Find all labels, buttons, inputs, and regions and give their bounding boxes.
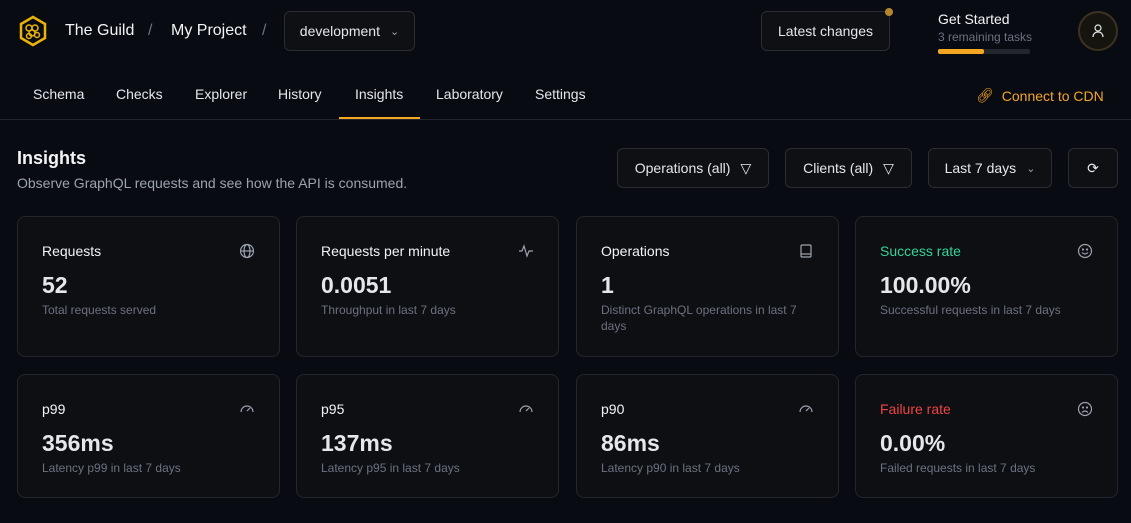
- project-link[interactable]: My Project: [171, 22, 247, 39]
- tab-settings[interactable]: Settings: [535, 86, 586, 102]
- tab-schema[interactable]: Schema: [33, 86, 85, 102]
- metric-value: 52: [42, 272, 68, 298]
- metric-title: p90: [601, 401, 625, 417]
- globe-icon: [239, 243, 255, 259]
- metric-title: Requests per minute: [321, 243, 451, 259]
- tab-checks[interactable]: Checks: [116, 86, 163, 102]
- metric-description: Distinct GraphQL operations in last 7 da…: [601, 303, 797, 333]
- user-avatar-button[interactable]: [1078, 11, 1118, 51]
- gauge-icon: [799, 405, 813, 413]
- gauge-icon: [519, 405, 533, 413]
- tab-insights[interactable]: Insights: [355, 86, 404, 102]
- metric-value: 0.0051: [321, 272, 392, 298]
- notification-dot: [885, 8, 893, 16]
- activity-icon: [519, 244, 533, 258]
- chevron-down-icon: ⌄: [1026, 162, 1036, 175]
- metric-card: p90 86ms Latency p90 in last 7 days: [576, 374, 839, 498]
- metric-title: Operations: [601, 243, 670, 259]
- metric-card: Success rate 100.00% Successful requests i…: [855, 216, 1118, 357]
- metric-description: Throughput in last 7 days: [321, 303, 456, 317]
- metric-card: p99 356ms Latency p99 in last 7 days: [17, 374, 280, 498]
- metric-card: Failure rate 0.00% Failed requests in last…: [855, 374, 1118, 498]
- metric-value: 100.00%: [880, 272, 971, 298]
- page-subtitle: Observe GraphQL requests and see how the…: [17, 175, 408, 191]
- period-select[interactable]: Last 7 days ⌄: [928, 148, 1052, 188]
- metric-title: Failure rate: [880, 401, 951, 417]
- metric-title: p95: [321, 401, 345, 417]
- breadcrumb-separator: /: [148, 22, 153, 39]
- metric-card: Requests 52 Total requests served: [17, 216, 280, 357]
- frown-icon: [1077, 401, 1093, 417]
- latest-changes-label: Latest changes: [778, 23, 873, 39]
- metric-card: Requests per minute 0.0051 Throughput in l…: [296, 216, 559, 357]
- metric-value: 1: [601, 272, 614, 298]
- refresh-icon: ⟳: [1087, 159, 1099, 176]
- breadcrumb-separator: /: [262, 22, 267, 39]
- metric-card: Operations 1 Distinct GraphQL operations i…: [576, 216, 839, 357]
- gauge-icon: [240, 405, 254, 413]
- chevron-down-icon: ⌄: [389, 25, 400, 38]
- period-select-value: Last 7 days: [944, 160, 1017, 176]
- connect-cdn-label: Connect to CDN: [1001, 87, 1104, 104]
- get-started[interactable]: Get Started 3 remaining tasks: [938, 11, 1032, 54]
- metric-description: Latency p99 in last 7 days: [42, 461, 181, 475]
- refresh-button[interactable]: ⟳: [1068, 148, 1118, 188]
- target-select[interactable]: development ⌄: [284, 11, 415, 51]
- tab-laboratory[interactable]: Laboratory: [436, 86, 503, 102]
- tab-history[interactable]: History: [278, 86, 322, 102]
- metric-card: p95 137ms Latency p95 in last 7 days: [296, 374, 559, 498]
- metric-value: 86ms: [601, 430, 660, 456]
- metric-description: Latency p95 in last 7 days: [321, 461, 460, 475]
- metric-title: Success rate: [880, 243, 961, 259]
- get-started-subtitle: 3 remaining tasks: [938, 30, 1033, 44]
- filter-icon: ▽: [740, 159, 752, 176]
- metric-description: Total requests served: [42, 303, 157, 317]
- metric-value: 356ms: [42, 430, 114, 456]
- book-icon: [800, 244, 812, 258]
- org-link[interactable]: The Guild: [65, 22, 135, 39]
- connect-cdn-link[interactable]: 🔗︎ Connect to CDN: [976, 87, 1104, 104]
- target-select-value: development: [299, 23, 380, 39]
- progress-bar: [938, 49, 1030, 54]
- metric-description: Failed requests in last 7 days: [880, 461, 1036, 475]
- active-tab-indicator: [339, 117, 420, 119]
- metric-description: Successful requests in last 7 days: [880, 303, 1061, 317]
- metric-title: Requests: [42, 243, 102, 259]
- metric-value: 0.00%: [880, 430, 946, 456]
- smile-icon: [1077, 243, 1093, 259]
- operations-filter-label: Operations (all): [634, 160, 731, 176]
- filter-icon: ▽: [883, 159, 894, 176]
- metric-value: 137ms: [321, 430, 393, 456]
- operations-filter-button[interactable]: Operations (all) ▽: [617, 148, 769, 188]
- page-title: Insights: [17, 148, 87, 168]
- metric-title: p99: [42, 401, 66, 417]
- user-icon: [1092, 24, 1104, 38]
- clients-filter-label: Clients (all): [803, 160, 874, 176]
- clients-filter-button[interactable]: Clients (all) ▽: [785, 148, 912, 188]
- get-started-title: Get Started: [938, 11, 1010, 27]
- nav-divider: [0, 119, 1131, 120]
- link-icon: 🔗︎: [976, 87, 994, 103]
- tab-explorer[interactable]: Explorer: [195, 86, 248, 102]
- latest-changes-button[interactable]: Latest changes: [761, 11, 890, 51]
- guild-logo-icon[interactable]: [16, 14, 50, 48]
- metric-description: Latency p90 in last 7 days: [601, 461, 740, 475]
